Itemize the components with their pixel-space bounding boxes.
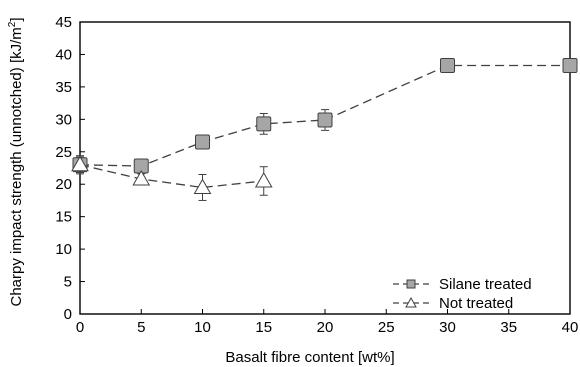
legend-marker — [406, 279, 416, 289]
series-layer — [71, 57, 578, 201]
series-square — [72, 57, 578, 174]
series-triangle — [71, 155, 273, 201]
x-tick-label: 20 — [317, 319, 334, 336]
x-tick-label: 15 — [255, 319, 272, 336]
legend-entry: Not treated — [393, 295, 513, 312]
y-tick-label: 0 — [64, 306, 72, 323]
legend-label: Not treated — [439, 295, 513, 312]
x-tick-label: 35 — [500, 319, 517, 336]
data-point — [195, 134, 210, 150]
x-tick-label: 30 — [439, 319, 456, 336]
legend: Silane treated Not treated — [393, 276, 532, 312]
series-line — [79, 164, 264, 189]
data-point — [132, 170, 151, 186]
y-axis-title-end: ] — [8, 17, 25, 21]
data-point — [193, 178, 212, 194]
data-point — [254, 171, 273, 188]
legend-label: Silane treated — [439, 276, 532, 293]
x-tick-label: 5 — [137, 319, 145, 336]
data-point — [317, 112, 333, 128]
data-point — [71, 155, 89, 172]
x-tick-label: 40 — [562, 319, 579, 336]
legend-entry: Silane treated — [393, 276, 532, 293]
y-tick-label: 15 — [55, 209, 72, 226]
y-tick-label: 5 — [64, 274, 72, 291]
y-tick-label: 20 — [55, 176, 72, 193]
data-point — [562, 57, 578, 73]
data-point — [440, 57, 455, 73]
x-axis-title: Basalt fibre content [wt%] — [225, 349, 394, 366]
y-tick-label: 40 — [55, 46, 72, 63]
ticks: 0 5 10 15 20 25 30 35 40 45 0 5 10 15 20 25 30 35 40 — [55, 14, 578, 336]
y-tick-label: 45 — [55, 14, 72, 31]
x-tick-label: 0 — [76, 319, 84, 336]
y-axis-title: Charpy impact strength (unnotched) [kJ/m… — [7, 17, 25, 306]
x-tick-label: 25 — [378, 319, 395, 336]
y-tick-label: 10 — [55, 241, 72, 258]
y-tick-label: 30 — [55, 111, 72, 128]
data-point — [256, 116, 272, 132]
legend-marker — [405, 296, 417, 308]
y-axis-title-main: Charpy impact strength (unnotched) [kJ/m — [8, 27, 25, 306]
y-tick-label: 35 — [55, 79, 72, 96]
x-tick-label: 10 — [194, 319, 211, 336]
y-tick-label: 25 — [55, 144, 72, 161]
y-axis-title-sup: 2 — [7, 21, 18, 27]
